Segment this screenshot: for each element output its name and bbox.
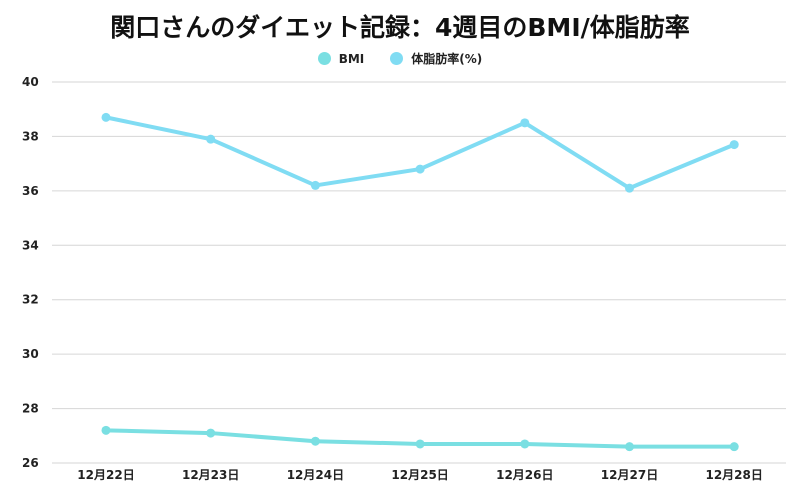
y-tick-label: 28: [22, 402, 39, 416]
data-point: [101, 425, 111, 435]
data-point: [101, 112, 111, 122]
y-tick-label: 38: [22, 129, 39, 143]
x-tick-label: 12月28日: [705, 468, 762, 482]
data-point: [729, 442, 739, 452]
data-point: [520, 439, 530, 449]
data-point: [310, 436, 320, 446]
y-tick-label: 30: [22, 347, 39, 361]
legend-marker-body-fat: [390, 52, 404, 65]
data-point: [520, 118, 530, 128]
data-point: [310, 180, 320, 190]
y-tick-label: 32: [22, 293, 39, 307]
x-tick-label: 12月22日: [77, 468, 134, 482]
x-tick-label: 12月23日: [182, 468, 239, 482]
data-point: [625, 442, 634, 452]
data-point: [206, 134, 216, 144]
legend-label-bmi: BMI: [338, 51, 365, 66]
data-point: [625, 183, 634, 193]
series-line-1: [105, 115, 735, 191]
x-tick-label: 12月27日: [601, 468, 658, 482]
legend-marker-bmi: [317, 52, 331, 65]
data-point: [415, 164, 425, 174]
data-point: [206, 428, 216, 438]
y-tick-label: 40: [22, 75, 39, 89]
y-tick-label: 36: [22, 184, 39, 198]
data-point: [415, 439, 425, 449]
x-tick-label: 12月24日: [287, 468, 344, 482]
y-tick-label: 34: [22, 238, 39, 252]
chart-title: 関口さんのダイエット記録：4週目のBMI/体脂肪率: [110, 13, 690, 42]
legend-label-body-fat: 体脂肪率(%): [411, 52, 483, 66]
x-tick-label: 12月26日: [496, 468, 553, 482]
legend-item-bmi[interactable]: BMI: [317, 50, 365, 67]
y-tick-label: 26: [22, 456, 39, 470]
data-point: [729, 140, 739, 150]
legend: BMI 体脂肪率(%): [0, 50, 800, 67]
x-tick-label: 12月25日: [391, 468, 448, 482]
legend-item-body-fat[interactable]: 体脂肪率(%): [390, 50, 482, 67]
